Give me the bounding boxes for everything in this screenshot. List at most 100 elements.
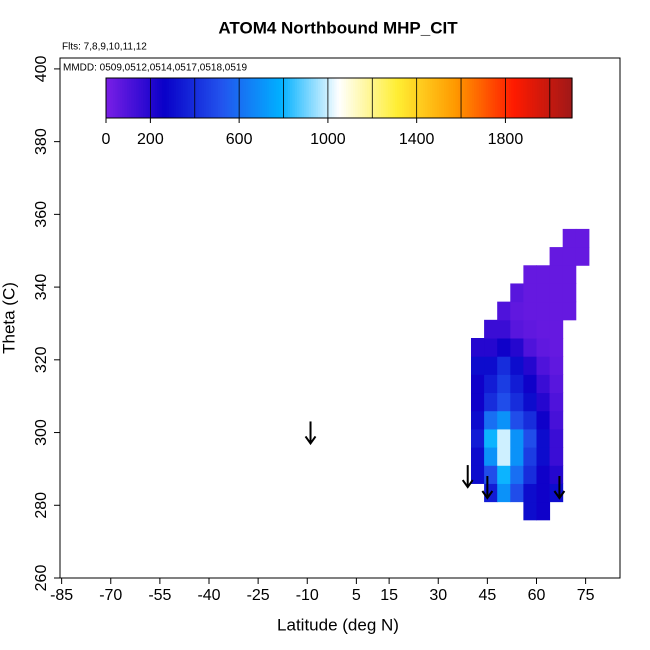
colorbar-swatch [250,78,254,118]
colorbar-swatch [343,78,347,118]
colorbar-swatch [185,78,189,118]
annotation: MMDD: 0509,0512,0514,0517,0518,0519 [63,63,247,74]
heat-cell [510,374,524,394]
colorbar-swatch [485,78,489,118]
heat-cell [523,447,537,466]
heat-cell [523,483,537,503]
colorbar-swatch [194,78,198,118]
heat-cell [523,319,537,339]
heat-cell [536,428,551,448]
colorbar-frame [105,77,573,119]
x-tick-label: -85 [50,587,73,604]
colorbar-swatch [495,78,499,118]
heat-cell [484,319,498,339]
heat-cell [484,392,498,412]
colorbar-swatch [271,78,275,118]
heat-cell [470,410,485,430]
heat-cell [549,283,564,303]
colorbar-swatch [460,78,464,118]
x-tick-label: 60 [528,587,546,604]
colorbar-swatch [110,78,114,118]
colorbar-swatch [502,78,506,118]
colorbar-swatch [420,78,424,118]
heat-cell [549,319,564,339]
colorbar-swatch [236,78,240,118]
colorbar-swatch [560,78,564,118]
heat-cell [549,374,564,394]
colorbar-swatch [567,78,571,118]
colorbar-swatch [383,78,387,118]
colorbar-swatch [527,78,531,118]
colorbar-swatch [397,78,401,118]
colorbar-swatch [175,78,179,118]
heat-cell [497,338,511,357]
colorbar-swatch [119,78,123,118]
heat-cell [484,447,498,466]
y-tick-label: 340 [33,274,50,301]
x-tick-label: 45 [478,587,496,604]
colorbar-swatch [413,78,417,118]
colorbar-swatch [196,78,200,118]
heat-cell [549,356,564,375]
heat-cell [484,465,498,484]
colorbar-swatch [476,78,480,118]
heat-cell [497,465,511,484]
colorbar-swatch [525,78,529,118]
heat-cell [536,338,551,357]
colorbar-swatch [355,78,359,118]
colorbar-swatch [376,78,380,118]
colorbar-swatch [439,78,443,118]
x-tick-label: 5 [352,587,361,604]
colorbar-swatch [462,78,466,118]
arrow-head [481,490,494,500]
colorbar-swatch [492,78,496,118]
colorbar-swatch [136,78,140,118]
colorbar-swatch [133,78,137,118]
colorbar-swatch [201,78,205,118]
colorbar-tick-label: 1000 [310,131,346,148]
colorbar-swatch [241,78,245,118]
colorbar-swatch [339,78,342,118]
colorbar-swatch [154,78,158,118]
colorbar-swatch [301,78,305,118]
y-tick-label: 260 [33,565,50,592]
annotation: Flts: 7,8,9,10,11,12 [62,42,147,53]
colorbar-swatch [264,78,268,118]
arrow-head [304,435,317,446]
heat-cell [497,447,511,466]
colorbar-swatch [558,78,561,118]
colorbar-swatch [140,78,144,118]
colorbar-swatch [222,78,226,118]
colorbar-swatch [411,78,415,118]
colorbar-swatch [292,78,296,118]
colorbar-swatch [513,78,517,118]
colorbar-swatch [429,78,433,118]
colorbar-swatch [555,78,559,118]
colorbar-swatch [348,78,352,118]
colorbar-swatch [471,78,475,118]
colorbar-swatch [399,78,403,118]
heat-cell [497,319,511,339]
heat-cell [562,301,577,321]
colorbar-swatch [255,78,259,118]
colorbar-swatch [243,78,247,118]
colorbar-swatch [173,78,177,118]
x-tick-label: 75 [577,587,595,604]
colorbar-swatch [318,78,321,118]
colorbar-swatch [562,78,566,118]
colorbar-swatch [425,78,429,118]
heat-cell [523,374,537,394]
colorbar-swatch [539,78,543,118]
colorbar-swatch [350,78,354,118]
colorbar-swatch [322,78,326,118]
colorbar-swatch [497,78,501,118]
colorbar-swatch [112,78,116,118]
colorbar-swatch [325,78,328,118]
x-tick-label: 15 [380,587,398,604]
colorbar-swatch [406,78,410,118]
heat-cell [549,338,564,357]
colorbar-swatch [332,78,335,118]
heat-cell [549,301,564,321]
colorbar-swatch [553,78,557,118]
heat-cell [497,428,511,448]
